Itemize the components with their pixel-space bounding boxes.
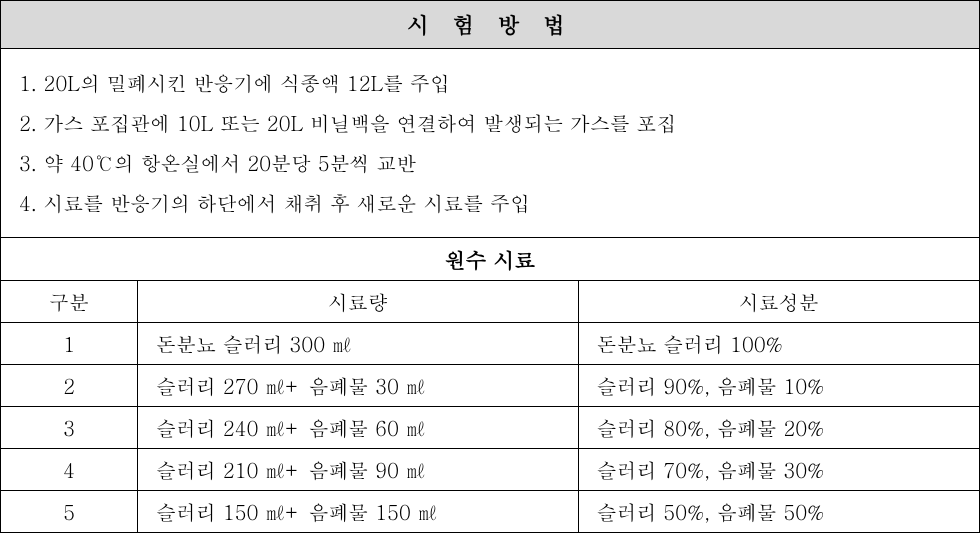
row-amount: 슬러리 270 ㎖+ 음폐물 30 ㎖: [138, 365, 579, 407]
method-step: 4. 시료를 반응기의 하단에서 채취 후 새로운 시료를 주입: [19, 183, 961, 223]
table-header-row: 시 험 방 법: [1, 1, 980, 49]
row-amount: 슬러리 150 ㎖+ 음폐물 150 ㎖: [138, 491, 579, 533]
row-component: 슬러리 70%, 음폐물 30%: [578, 449, 979, 491]
experiment-table: 시 험 방 법 1. 20L의 밀폐시킨 반응기에 식종액 12L를 주입 2.…: [0, 0, 980, 533]
row-no: 3: [1, 407, 138, 449]
row-component: 슬러리 50%, 음폐물 50%: [578, 491, 979, 533]
row-amount: 돈분뇨 슬러리 300 ㎖: [138, 323, 579, 365]
row-no: 5: [1, 491, 138, 533]
row-component: 슬러리 80%, 음폐물 20%: [578, 407, 979, 449]
row-amount: 슬러리 240 ㎖+ 음폐물 60 ㎖: [138, 407, 579, 449]
row-amount: 슬러리 210 ㎖+ 음폐물 90 ㎖: [138, 449, 579, 491]
table-row: 2 슬러리 270 ㎖+ 음폐물 30 ㎖ 슬러리 90%, 음폐물 10%: [1, 365, 980, 407]
column-header-row: 구분 시료량 시료성분: [1, 281, 980, 323]
table-row: 1 돈분뇨 슬러리 300 ㎖ 돈분뇨 슬러리 100%: [1, 323, 980, 365]
table-row: 3 슬러리 240 ㎖+ 음폐물 60 ㎖ 슬러리 80%, 음폐물 20%: [1, 407, 980, 449]
row-no: 2: [1, 365, 138, 407]
column-header: 시료량: [138, 281, 579, 323]
subheader: 원수 시료: [1, 238, 980, 281]
method-row: 1. 20L의 밀폐시킨 반응기에 식종액 12L를 주입 2. 가스 포집관에…: [1, 49, 980, 238]
row-component: 돈분뇨 슬러리 100%: [578, 323, 979, 365]
column-header: 시료성분: [578, 281, 979, 323]
method-cell: 1. 20L의 밀폐시킨 반응기에 식종액 12L를 주입 2. 가스 포집관에…: [1, 49, 980, 238]
table-row: 5 슬러리 150 ㎖+ 음폐물 150 ㎖ 슬러리 50%, 음폐물 50%: [1, 491, 980, 533]
method-step: 1. 20L의 밀폐시킨 반응기에 식종액 12L를 주입: [19, 63, 961, 103]
row-no: 1: [1, 323, 138, 365]
table-row: 4 슬러리 210 ㎖+ 음폐물 90 ㎖ 슬러리 70%, 음폐물 30%: [1, 449, 980, 491]
row-no: 4: [1, 449, 138, 491]
method-step: 3. 약 40℃의 항온실에서 20분당 5분씩 교반: [19, 143, 961, 183]
subheader-row: 원수 시료: [1, 238, 980, 281]
table-title: 시 험 방 법: [1, 1, 980, 49]
column-header: 구분: [1, 281, 138, 323]
row-component: 슬러리 90%, 음폐물 10%: [578, 365, 979, 407]
method-step: 2. 가스 포집관에 10L 또는 20L 비닐백을 연결하여 발생되는 가스를…: [19, 103, 961, 143]
